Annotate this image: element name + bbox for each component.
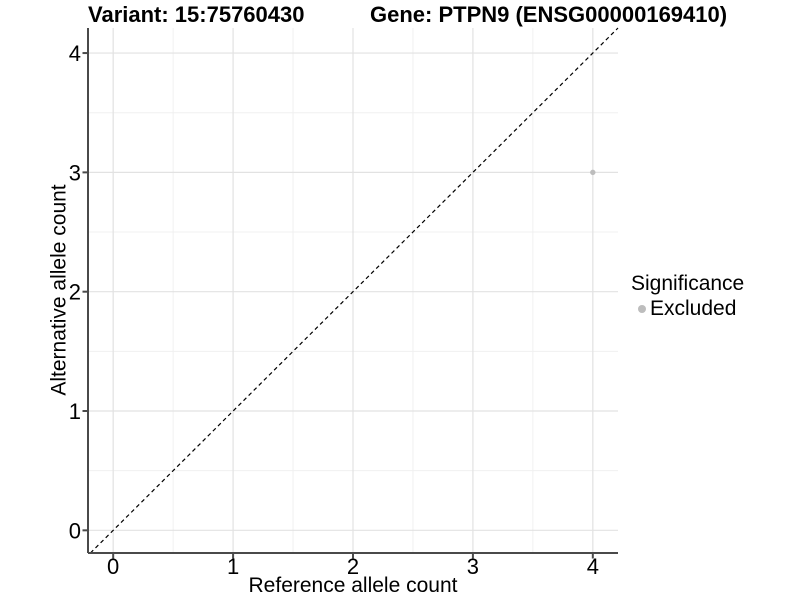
y-axis-title: Alternative allele count	[47, 184, 71, 396]
x-tick-label: 1	[227, 554, 239, 579]
x-tick-label: 2	[347, 554, 359, 579]
excluded-point-swatch	[638, 304, 646, 313]
legend-title: Significance	[631, 272, 745, 295]
variant-title: Variant: 15:75760430	[88, 2, 305, 27]
data-point	[590, 169, 596, 176]
gene-title: Gene: PTPN9 (ENSG00000169410)	[370, 2, 728, 27]
y-tick-label: 1	[69, 399, 81, 424]
y-tick-label: 0	[69, 518, 81, 543]
legend: Significance Excluded	[631, 272, 744, 320]
x-tick-label: 3	[467, 554, 479, 579]
y-tick-label: 2	[69, 280, 81, 305]
y-tick-label: 4	[69, 41, 81, 66]
x-axis-title: Reference allele count	[248, 574, 458, 597]
legend-entry-excluded: Excluded	[631, 297, 744, 320]
y-tick-label: 3	[69, 160, 81, 185]
identity-line	[89, 27, 619, 554]
x-tick-label: 0	[107, 554, 119, 579]
x-tick-label: 4	[587, 554, 599, 579]
legend-entry-label: Excluded	[650, 297, 737, 321]
